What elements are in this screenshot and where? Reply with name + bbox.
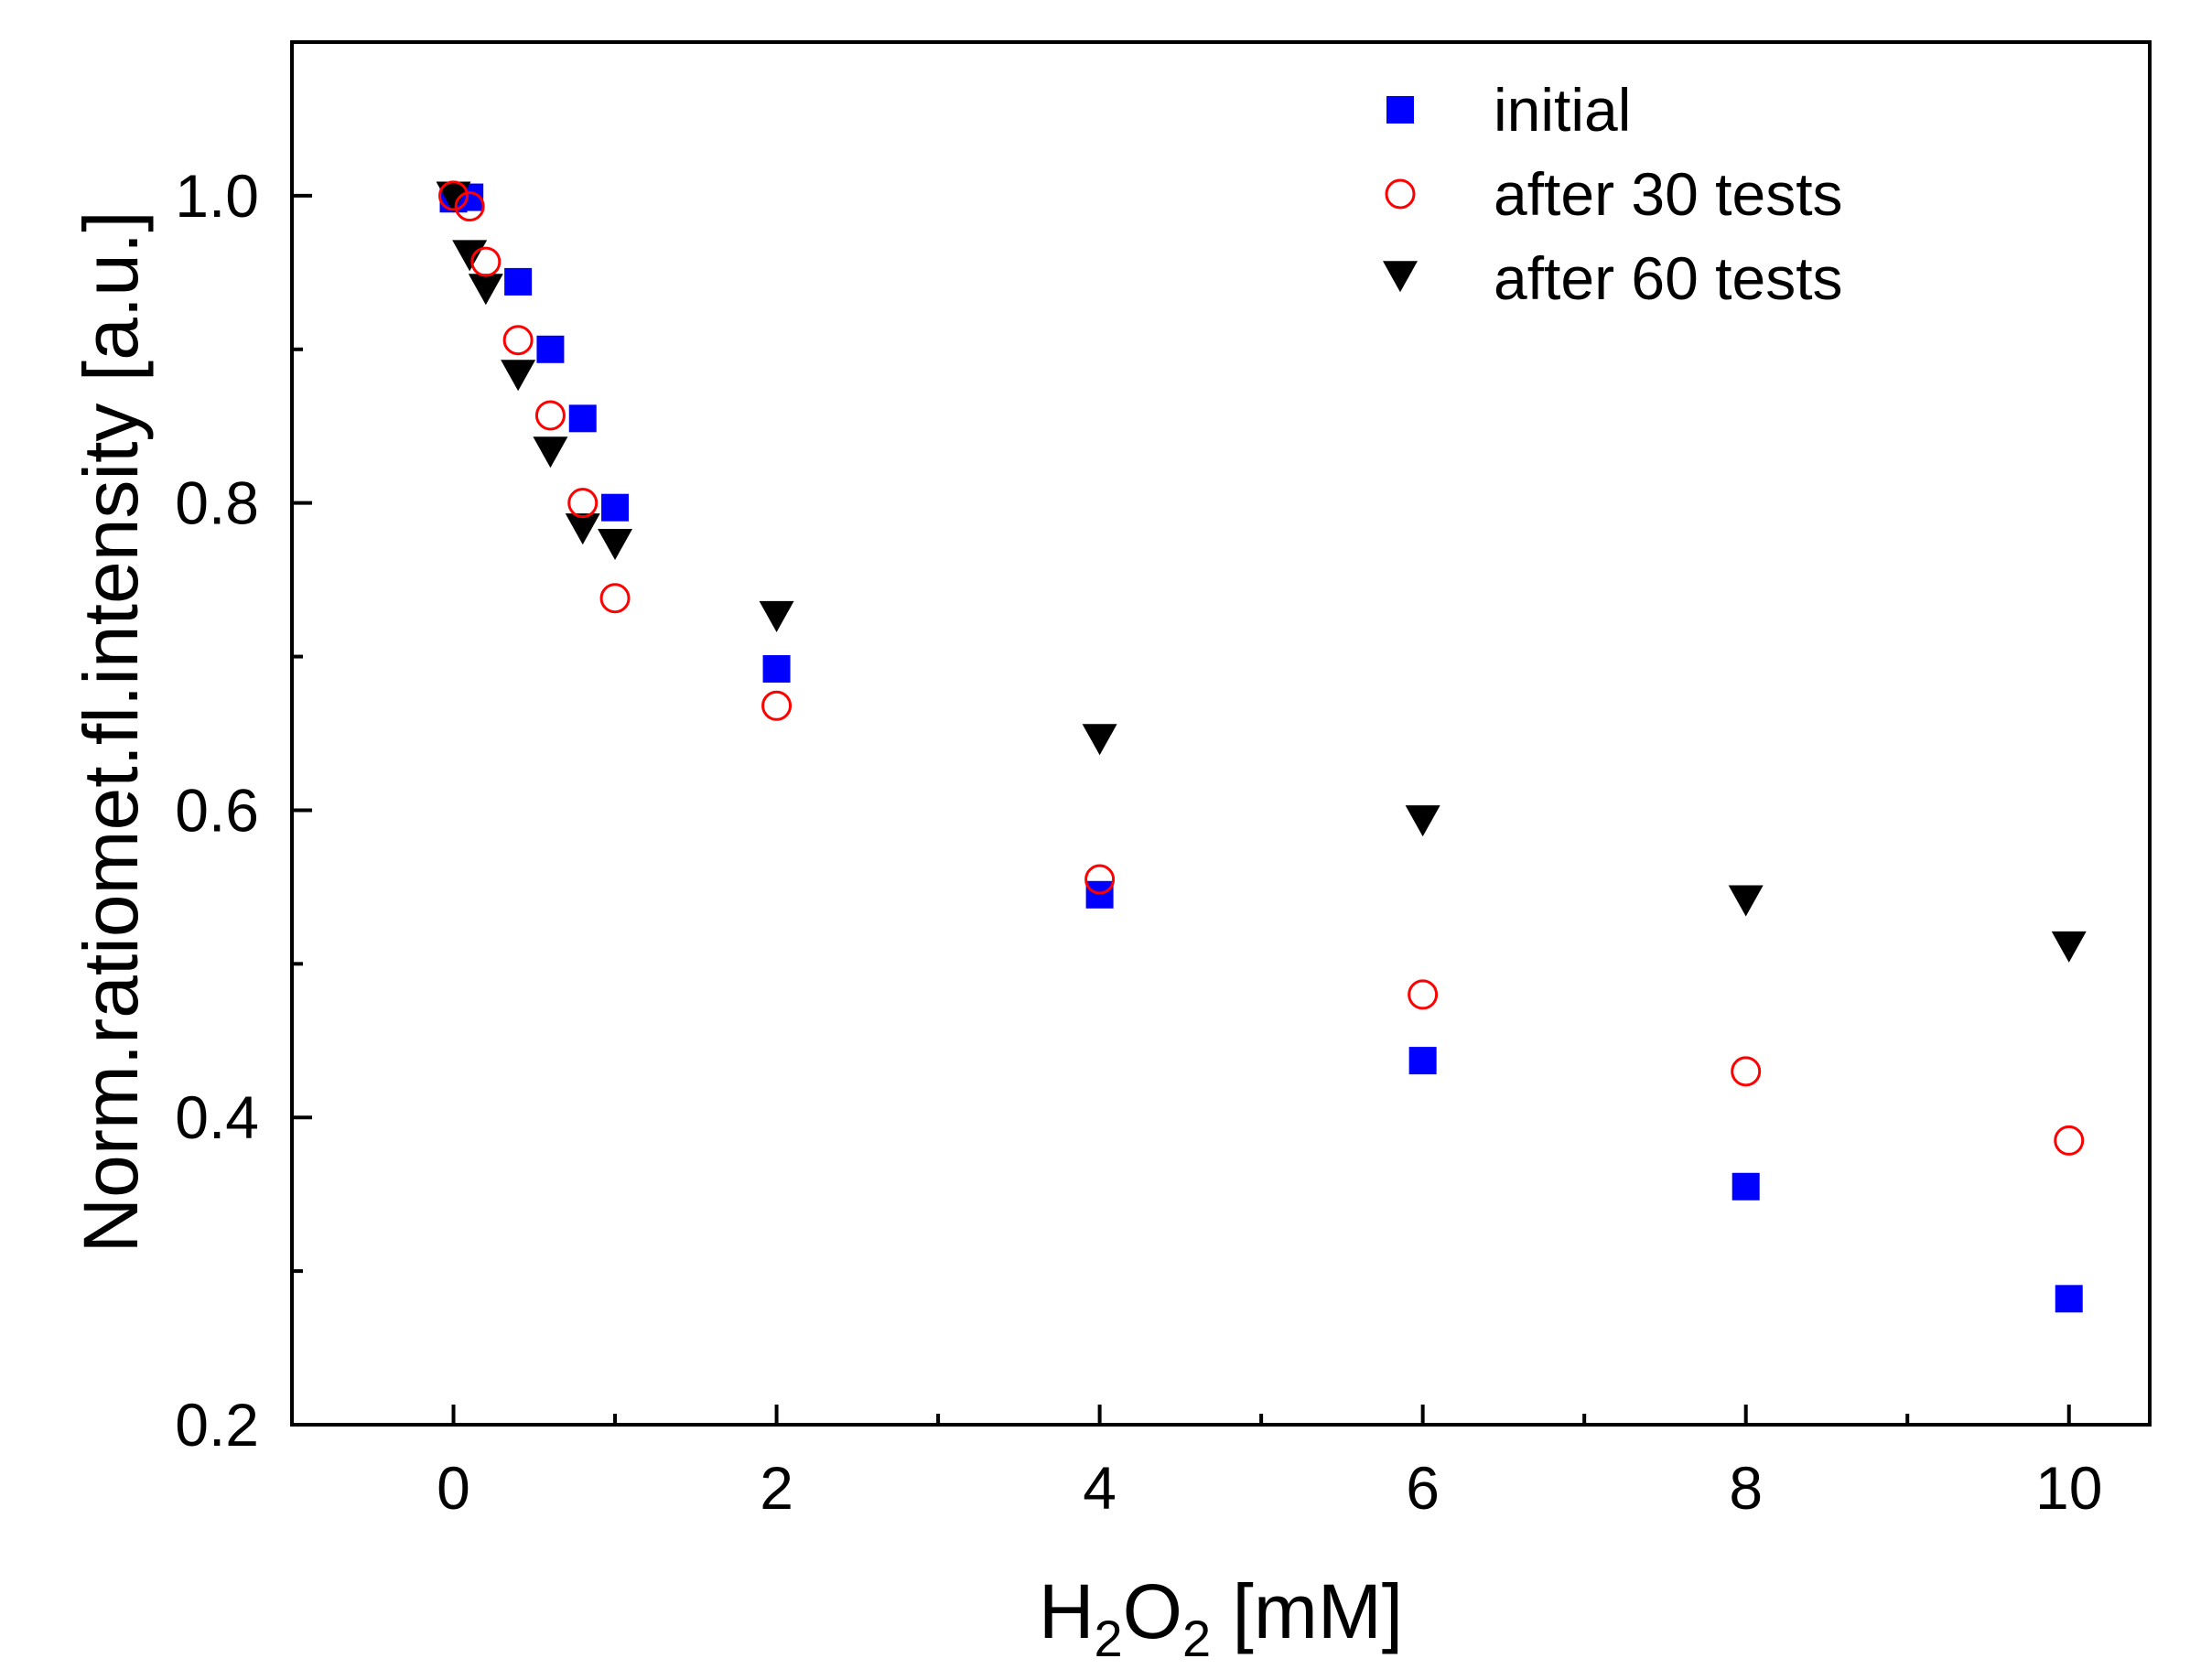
data-point-after-60-tests bbox=[1405, 805, 1440, 837]
data-point-after-60-tests bbox=[533, 436, 568, 468]
data-point-initial bbox=[536, 335, 565, 363]
y-axis-title: Norm.ratiomet.fl.intensity [a.u.] bbox=[68, 210, 154, 1253]
data-point-after-30-tests bbox=[502, 325, 534, 356]
legend-marker-after-30-tests bbox=[1385, 178, 1416, 210]
data-point-after-60-tests bbox=[1728, 885, 1764, 917]
data-point-after-30-tests bbox=[1408, 979, 1439, 1010]
data-point-after-60-tests bbox=[598, 528, 633, 560]
data-point-initial bbox=[504, 267, 533, 296]
data-point-after-30-tests bbox=[1084, 864, 1116, 895]
data-point-after-60-tests bbox=[501, 360, 536, 392]
data-point-after-30-tests bbox=[761, 690, 793, 721]
data-point-after-60-tests bbox=[468, 274, 503, 306]
data-point-after-30-tests bbox=[470, 246, 502, 277]
data-point-after-30-tests bbox=[599, 583, 631, 614]
data-point-after-60-tests bbox=[436, 181, 471, 213]
y-tick-label: 0.4 bbox=[175, 1083, 259, 1151]
data-point-after-30-tests bbox=[1731, 1056, 1762, 1087]
data-point-after-60-tests bbox=[452, 240, 488, 272]
x-tick-label: 4 bbox=[1083, 1454, 1117, 1522]
y-tick-label: 0.6 bbox=[175, 776, 259, 844]
x-tick-label: 10 bbox=[2035, 1454, 2102, 1522]
data-point-initial bbox=[568, 404, 597, 433]
y-tick-label: 1.0 bbox=[175, 162, 259, 230]
x-tick-label: 0 bbox=[437, 1454, 470, 1522]
data-point-after-30-tests bbox=[2054, 1125, 2085, 1156]
legend-label-after-60-tests: after 60 tests bbox=[1494, 244, 1843, 312]
plot-frame bbox=[290, 40, 2152, 1427]
legend: initial after 30 tests after 60 tests bbox=[1383, 76, 1843, 312]
x-tick-label: 2 bbox=[760, 1454, 793, 1522]
y-tick-label: 0.2 bbox=[175, 1391, 259, 1459]
legend-marker-after-60-tests bbox=[1383, 261, 1418, 293]
data-point-initial bbox=[1408, 1047, 1437, 1075]
data-point-after-30-tests bbox=[438, 180, 469, 211]
data-point-after-60-tests bbox=[759, 600, 794, 632]
data-point-after-30-tests bbox=[454, 191, 485, 222]
data-point-after-60-tests bbox=[2051, 931, 2087, 963]
data-point-initial bbox=[1085, 880, 1114, 909]
axis-ticks bbox=[292, 193, 2071, 1427]
legend-marker-initial bbox=[1386, 96, 1414, 124]
data-point-after-30-tests bbox=[534, 400, 566, 431]
data-point-initial bbox=[601, 493, 630, 522]
data-point-after-60-tests bbox=[1082, 724, 1117, 756]
data-markers bbox=[436, 180, 2087, 1313]
data-point-after-60-tests bbox=[565, 513, 600, 545]
x-tick-label: 6 bbox=[1406, 1454, 1440, 1522]
data-point-initial bbox=[762, 654, 791, 683]
legend-label-after-30-tests: after 30 tests bbox=[1494, 160, 1843, 228]
x-axis-title: H2O2 [mM] bbox=[1039, 1568, 1403, 1667]
data-point-initial bbox=[2055, 1285, 2083, 1313]
axis-tick-labels: 0 2 4 6 8 10 0.2 0.4 0.6 0.8 1.0 bbox=[175, 162, 2102, 1522]
legend-label-initial: initial bbox=[1494, 76, 1631, 144]
y-tick-label: 0.8 bbox=[175, 469, 259, 537]
data-point-after-30-tests bbox=[567, 488, 599, 519]
data-point-initial bbox=[1732, 1172, 1760, 1201]
x-tick-label: 8 bbox=[1729, 1454, 1763, 1522]
